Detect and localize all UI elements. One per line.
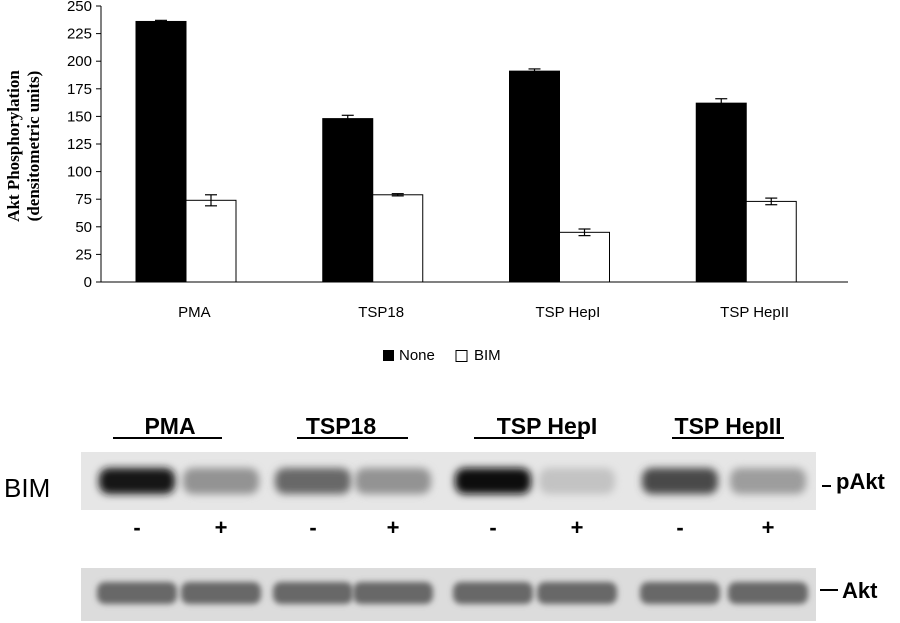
y-axis-ticks: 0 25 50 75 100 125 150 175 200 225 250 (67, 0, 101, 291)
blot-group-label-pma: PMA (144, 413, 195, 439)
y-tick-label: 150 (67, 108, 92, 125)
pakt-band (455, 468, 531, 494)
akt-band (640, 582, 720, 604)
akt-band (453, 582, 533, 604)
pakt-bands (99, 468, 806, 494)
treatment-sign: + (215, 515, 228, 540)
blot-group-label-tsp18: TSP18 (306, 413, 377, 439)
treatment-signs: - + - + - + - + (133, 515, 774, 540)
pakt-band (539, 468, 615, 494)
y-tick-label: 125 (67, 136, 92, 153)
akt-band-label: Akt (842, 578, 878, 603)
akt-band (537, 582, 617, 604)
y-axis-label-line-1: Akt Phosphorylation (4, 70, 23, 222)
akt-band (181, 582, 261, 604)
akt-band (728, 582, 808, 604)
y-tick-label: 175 (67, 81, 92, 98)
legend: None BIM (383, 347, 501, 364)
bar (372, 194, 424, 283)
x-tick-label: TSP18 (358, 304, 404, 321)
y-tick-label: 100 (67, 164, 92, 181)
treatment-sign: - (676, 515, 683, 540)
y-tick-label: 50 (75, 219, 92, 236)
pakt-band (275, 468, 351, 494)
pakt-band (730, 468, 806, 494)
x-tick-label: TSP HepI (535, 304, 600, 321)
y-tick-label: 225 (67, 26, 92, 43)
bar-chart: Akt Phosphorylation (densitometric units… (4, 0, 848, 364)
akt-band (97, 582, 177, 604)
treatment-sign: - (489, 515, 496, 540)
y-tick-label: 250 (67, 0, 92, 15)
x-axis-labels: PMA TSP18 TSP HepI TSP HepII (178, 304, 789, 321)
y-axis-label-line-2: (densitometric units) (24, 71, 43, 222)
pakt-band-label: pAkt (836, 469, 886, 494)
pakt-band (183, 468, 259, 494)
y-axis-label: Akt Phosphorylation (densitometric units… (4, 70, 43, 222)
blot-group-label-tsp-hepi: TSP HepI (497, 413, 598, 439)
bar (135, 20, 187, 283)
bar (322, 118, 374, 283)
legend-label-bim: BIM (474, 347, 501, 364)
legend-swatch-none (383, 350, 394, 361)
y-tick-label: 75 (75, 191, 92, 208)
x-tick-label: TSP HepII (720, 304, 789, 321)
western-blot: PMA TSP18 TSP HepI TSP HepII BIM pAkt - +… (4, 413, 886, 621)
bar (695, 102, 747, 283)
treatment-sign: + (762, 515, 775, 540)
akt-band (353, 582, 433, 604)
treatment-sign: + (571, 515, 584, 540)
bars (135, 19, 797, 283)
pakt-band (642, 468, 718, 494)
bar (745, 200, 797, 283)
y-tick-label: 200 (67, 53, 92, 70)
bar (559, 231, 610, 283)
y-tick-label: 0 (84, 274, 92, 291)
bar (509, 70, 560, 283)
x-tick-label: PMA (178, 304, 211, 321)
legend-label-none: None (399, 347, 435, 364)
treatment-sign: - (309, 515, 316, 540)
akt-bands (97, 582, 808, 604)
legend-swatch-bim (455, 350, 468, 362)
treatment-sign: - (133, 515, 140, 540)
y-tick-label: 25 (75, 246, 92, 263)
blot-group-label-tsp-hepii: TSP HepII (675, 413, 782, 439)
blot-group-headers: PMA TSP18 TSP HepI TSP HepII (113, 413, 784, 439)
akt-band (273, 582, 353, 604)
pakt-band (355, 468, 431, 494)
bar (185, 199, 237, 283)
treatment-sign: + (387, 515, 400, 540)
blot-row-label: BIM (4, 473, 50, 503)
pakt-band (99, 468, 175, 494)
